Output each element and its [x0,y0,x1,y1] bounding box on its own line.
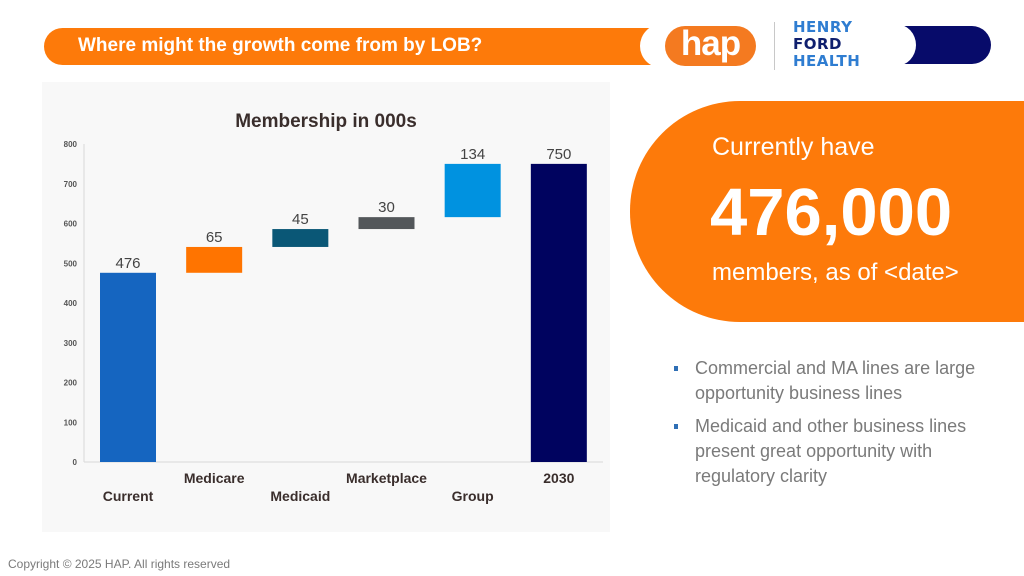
hap-logo [665,26,756,66]
callout-member-count: 476,000 [710,175,953,250]
bar-medicare [186,246,243,273]
category-label-group: Group [452,488,494,504]
category-label-current: Current [103,488,154,504]
bullet-text: Commercial and MA lines are large opport… [695,358,976,403]
data-label-2030: 750 [546,146,571,163]
logo-divider [774,22,775,70]
bar-2030 [530,163,587,462]
bar-current [100,272,156,462]
data-label-medicaid: 45 [292,211,309,228]
hap-logo-text: hap [680,24,741,63]
y-tick-label: 200 [64,379,78,388]
data-label-group: 134 [460,146,485,163]
bullet-text: Medicaid and other business lines presen… [695,416,967,486]
y-tick-label: 600 [64,220,78,229]
category-label-medicare: Medicare [184,470,245,486]
data-label-medicare: 65 [206,229,223,246]
y-tick-label: 400 [64,299,78,308]
chart-title: Membership in 000s [235,111,417,132]
y-tick-label: 300 [64,339,78,348]
y-tick-label: 0 [73,458,78,467]
henry-ford-health-logo: HENRY FORD HEALTH [793,19,860,70]
y-tick-label: 800 [64,140,78,149]
category-label-2030: 2030 [543,470,574,486]
slide-title: Where might the growth come from by LOB? [78,35,483,56]
y-tick-label: 100 [64,418,78,427]
membership-callout [630,101,1024,322]
data-label-current: 476 [115,255,140,272]
bullet-item: Medicaid and other business lines presen… [670,414,1010,489]
bar-medicaid [272,229,329,247]
hfh-logo-line-1: HENRY [793,18,853,36]
bullet-item: Commercial and MA lines are large opport… [670,356,1010,406]
category-label-medicaid: Medicaid [270,488,330,504]
data-label-marketplace: 30 [378,199,395,216]
bar-marketplace [358,217,415,230]
copyright-footer: Copyright © 2025 HAP. All rights reserve… [8,557,231,571]
bullet-square-icon [674,366,678,371]
callout-as-of: members, as of <date> [712,259,959,286]
category-label-marketplace: Marketplace [346,470,427,486]
title-banner [44,28,664,65]
callout-intro: Currently have [712,133,875,161]
navy-pill-cutout [876,24,916,66]
bullet-square-icon [674,424,678,429]
hfh-logo-line-3: HEALTH [793,52,861,70]
y-tick-label: 500 [64,259,78,268]
bar-group [444,163,501,218]
y-tick-label: 700 [64,180,78,189]
hfh-logo-line-2: FORD [793,35,842,53]
bullet-list: Commercial and MA lines are large opport… [670,356,1010,497]
